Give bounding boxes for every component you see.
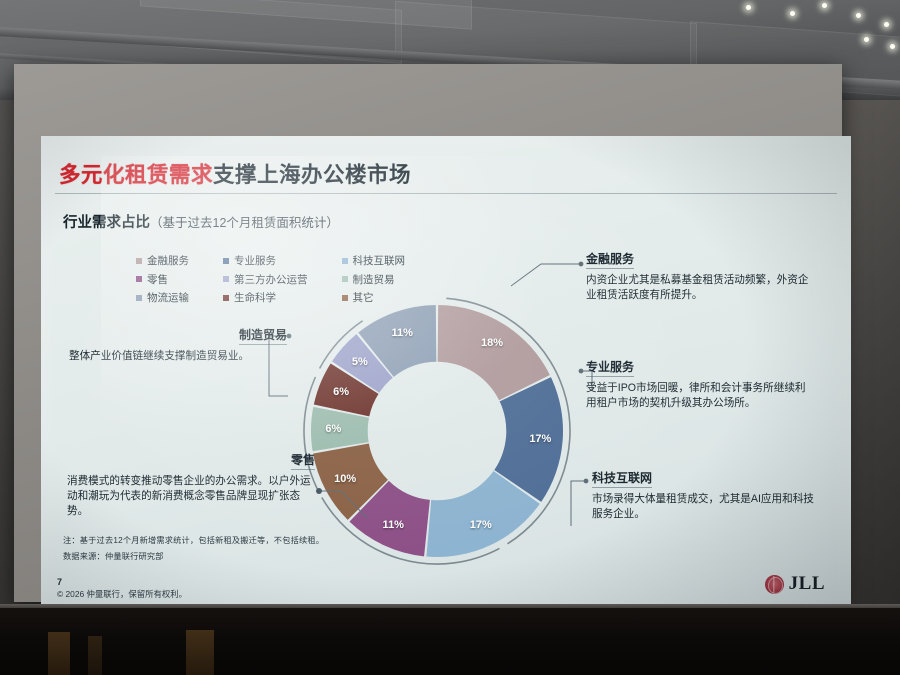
copyright-text: © 2026 仲量联行，保留所有权利。 [57,589,187,599]
title-divider [55,193,837,194]
callout-title: 科技互联网 [592,469,653,488]
legend-label: 其它 [352,292,374,304]
callout-body: 受益于IPO市场回暖，律所和会计事务所继续利用租户市场的契机升级其办公场所。 [586,382,806,410]
legend-swatch-icon [341,294,348,301]
callout-body: 消费模式的转变推动零售企业的办公需求。以户外运动和潮玩为代表的新消费概念零售品牌… [67,475,311,518]
ceiling-light [790,11,795,16]
chart-legend: 金融服务 零售 物流运输 专业服务 第三方办公运营 生命科学 科技互联网 制造贸… [136,253,405,305]
footnote-source: 数据来源：仲量联行研究部 [63,552,164,561]
ceiling-light [890,44,895,49]
callout-finance: 金融服务 内资企业尤其是私募基金租赁活动频繁，外资企业租赁活跃度有所提升。 [586,250,816,303]
donut-chart: 18% 17% 17% 11% 10% 6% 6% 5% 11% [277,271,597,591]
legend-label: 物流运输 [147,292,189,304]
donut-highlight-arc [321,497,500,565]
callout-manufacturing: 制造贸易 整体产业价值链继续支撑制造贸易业。 [69,326,287,364]
donut-slice [437,305,550,401]
legend-swatch-icon [136,257,142,264]
legend-item: 金融服务 [136,253,189,268]
lower-dark-area [0,608,900,675]
projection-screen: 多元化租赁需求支撑上海办公楼市场 行业需求占比（基于过去12个月租赁面积统计） … [14,64,851,641]
donut-slice [358,305,437,377]
donut-slice-label: 5% [351,355,368,368]
donut-slice-label: 17% [529,433,552,446]
donut-slice [313,363,379,417]
callout-professional: 专业服务 受益于IPO市场回暖，律所和会计事务所继续利用租户市场的契机升级其办公… [586,358,816,411]
legend-label: 专业服务 [234,255,276,267]
donut-slice-label: 11% [382,518,404,531]
legend-item: 第三方办公运营 [223,272,308,287]
donut-slice-label: 10% [334,473,357,486]
wood-panel [48,632,70,675]
donut-slice-label: 6% [333,385,350,398]
legend-item: 制造贸易 [341,272,406,287]
legend-column: 科技互联网 制造贸易 其它 [341,253,406,305]
legend-swatch-icon [341,276,348,282]
callout-body: 整体产业价值链继续支撑制造贸易业。 [69,350,250,362]
legend-label: 零售 [147,273,168,286]
legend-swatch-icon [136,294,142,301]
callout-title: 制造贸易 [238,326,287,345]
jll-globe-icon [764,574,784,594]
page-number: 7 [57,577,63,587]
wood-panel [88,636,102,675]
title-highlight: 多元化租赁需求 [59,163,214,187]
callout-title: 零售 [290,451,315,470]
wood-panel [186,630,214,675]
donut-slice [311,406,369,452]
legend-label: 科技互联网 [352,255,406,267]
donut-slice-label: 11% [391,327,413,340]
ceiling-light [856,13,861,18]
legend-swatch-icon [223,294,229,301]
legend-item: 物流运输 [136,290,189,305]
legend-label: 第三方办公运营 [234,273,308,286]
legend-item: 零售 [136,272,189,287]
legend-column: 专业服务 第三方办公运营 生命科学 [223,253,308,305]
legend-item: 其它 [341,290,406,305]
ceiling-light [884,22,889,27]
chart-subtitle: 行业需求占比（基于过去12个月租赁面积统计） [63,211,339,232]
legend-swatch-icon [223,276,229,282]
callout-title: 专业服务 [586,358,635,377]
donut-slice-label: 17% [469,518,492,531]
title-rest: 支撑上海办公楼市场 [213,163,412,187]
donut-highlight-arc [446,297,571,545]
legend-item: 生命科学 [223,290,308,305]
legend-label: 生命科学 [234,292,276,304]
donut-chart-svg [303,297,571,565]
donut-slice-label: 18% [481,337,504,350]
footnote-note: 注：基于过去12个月新增需求统计，包括新租及搬迁等，不包括续租。 [63,536,325,545]
callout-body: 市场录得大体量租赁成交，尤其是AI应用和科技服务企业。 [592,493,814,521]
chart-subtitle-note: （基于过去12个月租赁面积统计） [150,216,339,230]
callout-title: 金融服务 [586,250,635,269]
callout-body: 内资企业尤其是私募基金租赁活动频繁，外资企业租赁活跃度有所提升。 [586,274,809,302]
jll-logo-text: JLL [788,573,825,594]
donut-highlight-arc [303,376,321,494]
donut-slice [426,471,540,557]
donut-slice [313,443,388,520]
legend-item: 科技互联网 [341,253,406,268]
jll-logo: JLL [764,573,825,595]
legend-swatch-icon [223,257,229,264]
donut-slice [349,480,430,557]
legend-item: 专业服务 [223,253,308,268]
presentation-slide: 多元化租赁需求支撑上海办公楼市场 行业需求占比（基于过去12个月租赁面积统计） … [41,136,851,641]
legend-label: 制造贸易 [352,273,395,286]
chart-subtitle-main: 行业需求占比 [63,215,150,231]
donut-slice [494,377,563,502]
donut-slice [331,334,393,393]
legend-swatch-icon [136,276,142,282]
callout-retail: 零售 消费模式的转变推动零售企业的办公需求。以户外运动和潮玩为代表的新消费概念零… [67,451,315,519]
legend-column: 金融服务 零售 物流运输 [136,253,189,305]
legend-label: 金融服务 [147,255,189,267]
ceiling-light [822,3,827,8]
donut-slice-label: 6% [325,423,342,436]
page-title: 多元化租赁需求支撑上海办公楼市场 [59,158,411,189]
ceiling-light [746,5,751,10]
donut-highlight-arc [318,320,364,369]
legend-swatch-icon [341,257,348,264]
ceiling-light [864,37,869,42]
callout-tech: 科技互联网 市场录得大体量租赁成交，尤其是AI应用和科技服务企业。 [592,469,820,522]
